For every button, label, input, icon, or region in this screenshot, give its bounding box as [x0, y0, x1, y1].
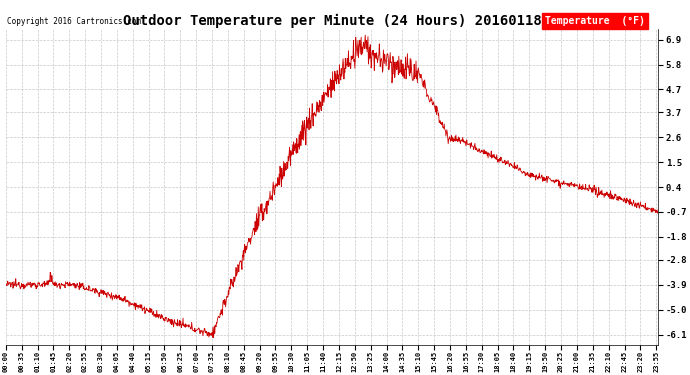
Text: Copyright 2016 Cartronics.com: Copyright 2016 Cartronics.com — [7, 17, 141, 26]
Text: Temperature  (°F): Temperature (°F) — [545, 16, 645, 26]
Title: Outdoor Temperature per Minute (24 Hours) 20160118: Outdoor Temperature per Minute (24 Hours… — [123, 14, 542, 28]
